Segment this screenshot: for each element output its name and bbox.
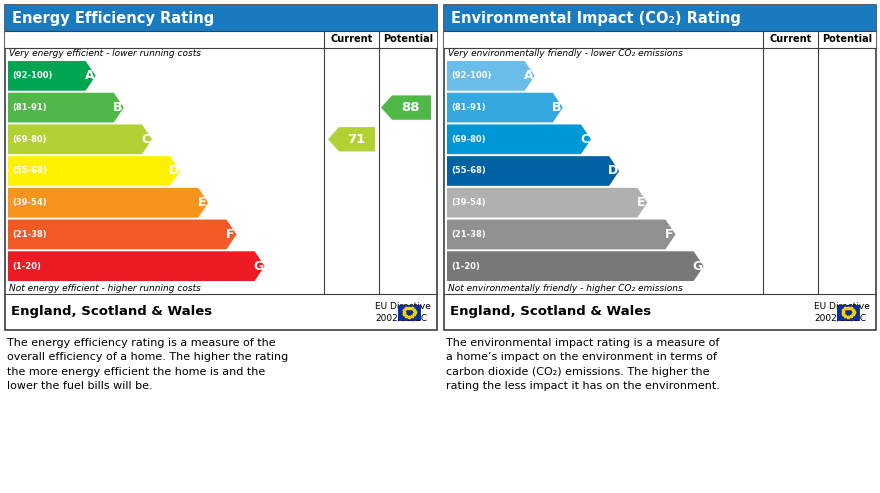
Text: Energy Efficiency Rating: Energy Efficiency Rating — [12, 10, 214, 26]
Text: Not environmentally friendly - higher CO₂ emissions: Not environmentally friendly - higher CO… — [448, 284, 683, 293]
Text: (55-68): (55-68) — [451, 167, 486, 176]
Bar — [444, 5, 876, 330]
Polygon shape — [8, 219, 237, 249]
Text: Current: Current — [769, 35, 811, 44]
Bar — [5, 5, 437, 31]
Text: (92-100): (92-100) — [12, 71, 53, 80]
Text: D: D — [608, 165, 619, 177]
Text: Not energy efficient - higher running costs: Not energy efficient - higher running co… — [9, 284, 201, 293]
Polygon shape — [381, 95, 431, 120]
Polygon shape — [447, 124, 591, 154]
Text: England, Scotland & Wales: England, Scotland & Wales — [11, 306, 212, 318]
Text: E: E — [637, 196, 646, 209]
Text: Environmental Impact (CO₂) Rating: Environmental Impact (CO₂) Rating — [451, 10, 741, 26]
Polygon shape — [8, 156, 180, 186]
Polygon shape — [447, 93, 563, 122]
Text: (81-91): (81-91) — [451, 103, 486, 112]
Text: (92-100): (92-100) — [451, 71, 491, 80]
Text: (39-54): (39-54) — [12, 198, 47, 207]
Text: F: F — [226, 228, 235, 241]
Text: (39-54): (39-54) — [451, 198, 486, 207]
Text: (1-20): (1-20) — [451, 262, 480, 271]
Polygon shape — [8, 251, 265, 281]
Text: G: G — [253, 260, 264, 273]
Text: C: C — [142, 133, 150, 146]
Bar — [398, 305, 420, 319]
Text: The environmental impact rating is a measure of
a home’s impact on the environme: The environmental impact rating is a mea… — [446, 338, 720, 391]
Polygon shape — [447, 219, 676, 249]
Text: The energy efficiency rating is a measure of the
overall efficiency of a home. T: The energy efficiency rating is a measur… — [7, 338, 289, 391]
Text: (21-38): (21-38) — [12, 230, 47, 239]
Text: (1-20): (1-20) — [12, 262, 40, 271]
Bar — [5, 5, 437, 330]
Text: Potential: Potential — [822, 35, 872, 44]
Text: (69-80): (69-80) — [12, 135, 47, 144]
Polygon shape — [328, 127, 375, 151]
Text: G: G — [693, 260, 703, 273]
Text: B: B — [113, 101, 122, 114]
Text: Very environmentally friendly - lower CO₂ emissions: Very environmentally friendly - lower CO… — [448, 49, 683, 58]
Text: (81-91): (81-91) — [12, 103, 47, 112]
Text: Potential: Potential — [383, 35, 433, 44]
Text: (69-80): (69-80) — [451, 135, 486, 144]
Text: C: C — [581, 133, 590, 146]
Text: (21-38): (21-38) — [451, 230, 486, 239]
Text: A: A — [524, 70, 533, 82]
Bar — [5, 31, 437, 48]
Polygon shape — [447, 251, 704, 281]
Polygon shape — [447, 61, 535, 91]
Bar — [444, 5, 876, 31]
Text: EU Directive
2002/91/EC: EU Directive 2002/91/EC — [814, 302, 869, 322]
Bar — [837, 305, 859, 319]
Text: England, Scotland & Wales: England, Scotland & Wales — [450, 306, 651, 318]
Text: (55-68): (55-68) — [12, 167, 47, 176]
Polygon shape — [8, 61, 96, 91]
Polygon shape — [447, 188, 648, 217]
Text: E: E — [198, 196, 207, 209]
Text: 88: 88 — [402, 101, 421, 114]
Polygon shape — [447, 156, 620, 186]
Polygon shape — [8, 188, 209, 217]
Text: Current: Current — [330, 35, 372, 44]
Text: D: D — [169, 165, 180, 177]
Polygon shape — [8, 124, 152, 154]
Text: EU Directive
2002/91/EC: EU Directive 2002/91/EC — [375, 302, 431, 322]
Text: F: F — [665, 228, 674, 241]
Text: B: B — [552, 101, 561, 114]
Bar — [444, 31, 876, 48]
Polygon shape — [8, 93, 124, 122]
Text: Very energy efficient - lower running costs: Very energy efficient - lower running co… — [9, 49, 201, 58]
Text: 71: 71 — [348, 133, 365, 146]
Text: A: A — [84, 70, 94, 82]
